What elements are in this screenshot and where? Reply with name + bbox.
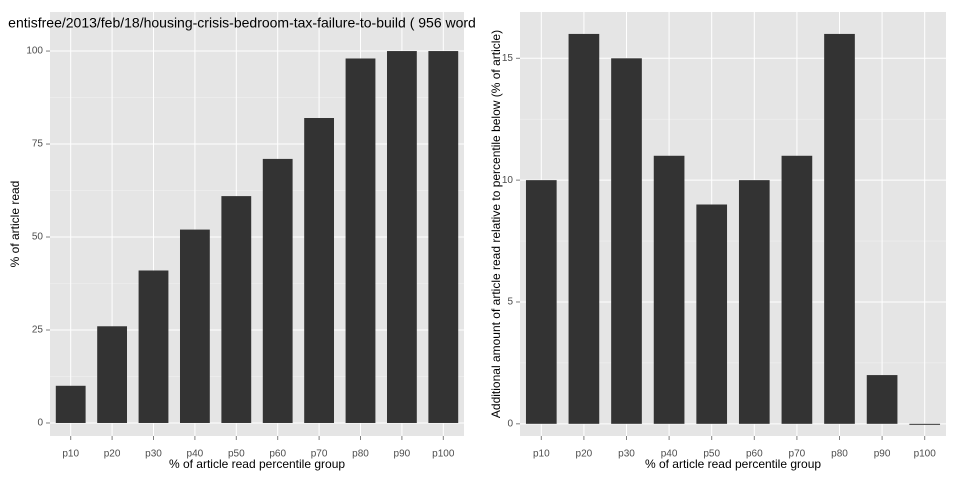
x-tick-label: p90	[874, 449, 891, 460]
x-axis-label: % of article read percentile group	[169, 457, 345, 471]
x-tick-label: p60	[746, 449, 763, 460]
x-tick-label: p30	[145, 449, 162, 460]
bar	[97, 326, 128, 423]
bar	[179, 229, 210, 423]
x-tick-label: p100	[432, 449, 455, 460]
y-tick-label: 15	[502, 53, 514, 64]
y-tick-label: 10	[502, 175, 514, 186]
bar	[824, 33, 855, 424]
y-tick-label: 50	[32, 232, 44, 243]
x-tick-label: p70	[311, 449, 328, 460]
x-tick-label: p70	[789, 449, 806, 460]
x-tick-label: p40	[661, 449, 678, 460]
x-axis-label: % of article read percentile group	[645, 457, 821, 471]
bar	[781, 155, 813, 424]
bar	[55, 385, 86, 423]
x-tick-label: p50	[703, 449, 720, 460]
bar	[138, 270, 169, 423]
y-tick-label: 75	[32, 139, 44, 150]
bar	[525, 180, 557, 424]
x-tick-label: p100	[914, 449, 937, 460]
y-axis-label: Additional amount of article read relati…	[489, 30, 503, 418]
bar	[386, 51, 417, 423]
x-tick-label: p60	[269, 449, 286, 460]
y-tick-label: 100	[26, 46, 43, 57]
y-axis-label: % of article read	[8, 181, 22, 268]
bar	[909, 423, 941, 425]
bar	[611, 58, 642, 424]
x-tick-label: p80	[831, 449, 848, 460]
bar	[428, 51, 459, 423]
x-tick-label: p10	[533, 449, 550, 460]
bar	[866, 375, 898, 424]
y-tick-label: 0	[507, 418, 513, 429]
x-tick-label: p50	[228, 449, 245, 460]
x-tick-label: p90	[394, 449, 411, 460]
x-tick-label: p10	[62, 449, 79, 460]
bar	[653, 155, 685, 424]
x-tick-label: p20	[104, 449, 121, 460]
bar	[345, 58, 376, 423]
chart-title: entisfree/2013/feb/18/housing-crisis-bed…	[8, 15, 476, 31]
x-tick-label: p40	[187, 449, 204, 460]
bar	[696, 204, 728, 424]
y-tick-label: 0	[37, 418, 43, 429]
x-tick-label: p20	[576, 449, 593, 460]
bar	[221, 196, 252, 423]
bar	[262, 158, 293, 423]
y-tick-label: 5	[507, 297, 513, 308]
x-tick-label: p30	[618, 449, 635, 460]
bar	[304, 118, 335, 423]
x-tick-label: p80	[352, 449, 369, 460]
bar	[738, 180, 770, 424]
bar	[568, 33, 600, 424]
y-tick-label: 25	[32, 325, 44, 336]
